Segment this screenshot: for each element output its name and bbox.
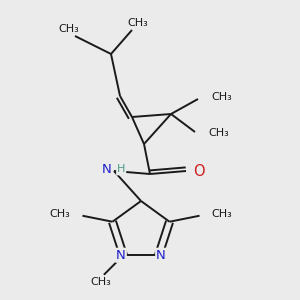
Text: N: N (102, 163, 112, 176)
Text: CH₃: CH₃ (50, 209, 70, 219)
Text: H: H (117, 164, 125, 175)
Text: CH₃: CH₃ (128, 17, 148, 28)
Text: CH₃: CH₃ (212, 209, 232, 219)
Text: O: O (194, 164, 205, 178)
Text: N: N (116, 249, 126, 262)
Text: N: N (156, 249, 166, 262)
Text: CH₃: CH₃ (212, 92, 232, 103)
Text: CH₃: CH₃ (208, 128, 229, 139)
Text: CH₃: CH₃ (91, 277, 111, 287)
Text: CH₃: CH₃ (58, 23, 80, 34)
